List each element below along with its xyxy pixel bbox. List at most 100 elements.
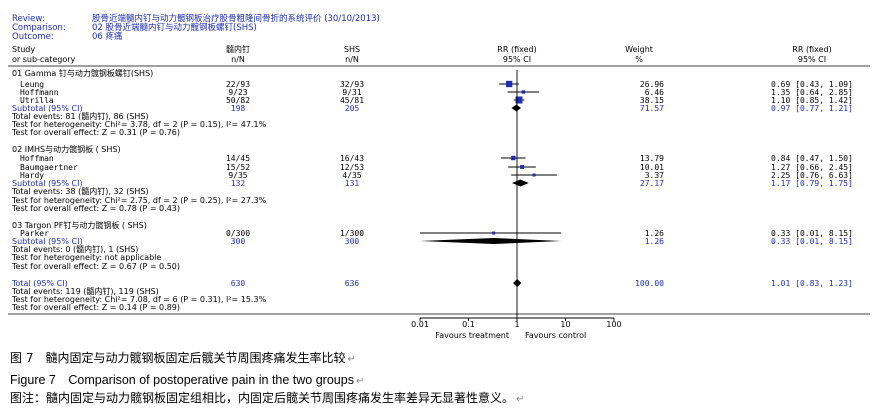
- study-weight: 10.01: [640, 163, 664, 172]
- subgroup-heterogeneity-test: Test for heterogeneity: not applicable: [11, 253, 161, 262]
- col-rr-text-subheader: 95% CI: [798, 55, 826, 64]
- study-effect-marker: [515, 96, 523, 104]
- study-name: Parker: [20, 229, 49, 238]
- x-axis-tick-label: 0.01: [411, 320, 429, 329]
- total-rr-ci: 1.01 [0.83, 1.23]: [771, 279, 853, 288]
- study-rr-ci: 1.10 [0.85, 1.42]: [771, 96, 853, 105]
- study-weight: 1.26: [645, 229, 664, 238]
- subgroup-total-events: Total events: 38 (髓内钉), 32 (SHS): [11, 186, 149, 196]
- figure-caption-zh: 图 7 髓内固定与动力髋钢板固定后髋关节周围疼痛发生率比较 ↵: [10, 351, 356, 365]
- x-axis-tick-label: 10: [560, 320, 570, 329]
- subgroup-title: 02 IMHS与动力髋钢板 ( SHS): [12, 144, 121, 154]
- study-group1-value: 0/300: [226, 229, 250, 238]
- study-group1-value: 15/52: [226, 163, 250, 172]
- subgroup-title: 03 Targon PF钉与动力髋钢板 ( SHS): [12, 220, 147, 230]
- subgroup-overall-effect-test: Test for overall effect: Z = 0.31 (P = 0…: [11, 128, 180, 137]
- study-weight: 6.46: [645, 88, 664, 97]
- study-group1-value: 22/93: [226, 80, 250, 89]
- subtotal-weight: 71.57: [640, 104, 664, 113]
- subtotal-label: Subtotal (95% CI): [12, 179, 83, 188]
- header-review-value: 股骨近端髓内钉与动力髋钢板治疗股骨粗隆间骨折的系统评价 (30/10/2013): [92, 13, 380, 24]
- header-comparison-value: 02 股骨近端髓内钉与动力髋钢板螺钉(SHS): [92, 22, 257, 33]
- total-events: Total events: 119 (髓内钉), 119 (SHS): [11, 286, 159, 296]
- study-weight: 38.15: [640, 96, 664, 105]
- header-comparison-label: Comparison:: [12, 23, 66, 33]
- study-group2-value: 45/81: [340, 96, 364, 105]
- x-axis-tick-label: 100: [606, 320, 621, 329]
- study-weight: 13.79: [640, 154, 664, 163]
- study-group2-value: 1/300: [340, 229, 364, 238]
- study-effect-marker: [492, 231, 496, 235]
- col-group2-header: SHS: [344, 45, 360, 54]
- col-group1-header: 髓内钉: [226, 44, 250, 54]
- study-group2-value: 32/93: [340, 80, 364, 89]
- study-group1-value: 14/45: [226, 154, 250, 163]
- total-group1-n: 630: [231, 279, 246, 288]
- total-group2-n: 636: [345, 279, 360, 288]
- study-name: Utrilla: [20, 96, 54, 105]
- subtotal-label: Subtotal (95% CI): [12, 237, 83, 246]
- study-effect-marker: [520, 165, 524, 169]
- study-name: Hoffmann: [20, 88, 59, 97]
- total-heterogeneity-test: Test for heterogeneity: Chi²= 7.08, df =…: [11, 295, 267, 304]
- study-group2-value: 9/31: [342, 88, 361, 97]
- subtotal-group2-n: 300: [345, 237, 360, 246]
- x-axis-tick-label: 0.1: [462, 320, 475, 329]
- study-group1-value: 9/23: [228, 88, 247, 97]
- subtotal-diamond: [511, 104, 522, 112]
- col-rr-plot-subheader: 95% CI: [503, 55, 531, 64]
- subtotal-rr-ci: 0.33 [0.01, 8.15]: [771, 237, 853, 246]
- study-name: Baumgaertner: [20, 163, 78, 172]
- subtotal-rr-ci: 0.97 [0.77, 1.21]: [771, 104, 853, 113]
- study-weight: 3.37: [645, 171, 664, 180]
- subtotal-group2-n: 205: [345, 104, 360, 113]
- col-group2-subheader: n/N: [345, 55, 359, 64]
- subtotal-group1-n: 132: [231, 179, 246, 188]
- subgroup-title: 01 Gamma 钉与动力髋钢板螺钉(SHS): [12, 68, 153, 78]
- favours-left-label: Favours treatment: [435, 331, 509, 340]
- study-rr-ci: 1.35 [0.64, 2.85]: [771, 88, 853, 97]
- study-rr-ci: 0.84 [0.47, 1.50]: [771, 154, 853, 163]
- subgroup-total-events: Total events: 81 (髓内钉), 86 (SHS): [11, 111, 149, 121]
- subgroup-total-events: Total events: 0 (髓内钉), 1 (SHS): [11, 244, 138, 254]
- subtotal-weight: 1.26: [645, 237, 664, 246]
- subgroup-heterogeneity-test: Test for heterogeneity: Chi²= 3.78, df =…: [11, 120, 267, 129]
- col-weight-subheader: %: [635, 55, 643, 64]
- header-review-label: Review:: [12, 14, 45, 24]
- figure-caption-en: Figure 7 Comparison of postoperative pai…: [10, 373, 365, 387]
- header-outcome-value: 06 疼痛: [92, 31, 123, 42]
- study-effect-marker: [532, 173, 536, 177]
- forest-plot: Review: 股骨近端髓内钉与动力髋钢板治疗股骨粗隆间骨折的系统评价 (30/1…: [8, 13, 870, 340]
- subgroup-overall-effect-test: Test for overall effect: Z = 0.78 (P = 0…: [11, 204, 180, 213]
- col-rr-text-header: RR (fixed): [792, 45, 831, 54]
- col-study-subheader: or sub-category: [12, 55, 76, 64]
- study-group1-value: 50/82: [226, 96, 250, 105]
- subtotal-rr-ci: 1.17 [0.79, 1.75]: [771, 179, 853, 188]
- subtotal-diamond: [420, 238, 562, 244]
- study-rr-ci: 2.25 [0.76, 6.63]: [771, 171, 853, 180]
- study-group2-value: 4/35: [342, 171, 361, 180]
- subtotal-label: Subtotal (95% CI): [12, 104, 83, 113]
- col-study-header: Study: [12, 45, 35, 54]
- study-rr-ci: 0.33 [0.01, 8.15]: [771, 229, 853, 238]
- study-rr-ci: 0.69 [0.43, 1.09]: [771, 80, 853, 89]
- total-weight: 100.00: [635, 279, 664, 288]
- subgroup-overall-effect-test: Test for overall effect: Z = 0.67 (P = 0…: [11, 262, 180, 271]
- study-name: Leung: [20, 80, 44, 89]
- figure-note-zh: 图注：髓内固定与动力髋钢板固定组相比，内固定后髋关节周围疼痛发生率差异无显著性意…: [10, 391, 525, 405]
- col-weight-header: Weight: [625, 45, 653, 54]
- subtotal-weight: 27.17: [640, 179, 664, 188]
- favours-right-label: Favours control: [525, 331, 586, 340]
- header-outcome-label: Outcome:: [12, 32, 54, 42]
- total-overall-effect-test: Test for overall effect: Z = 0.14 (P = 0…: [11, 303, 180, 312]
- study-effect-marker: [521, 90, 526, 94]
- study-name: Hardy: [20, 171, 44, 180]
- study-effect-marker: [506, 80, 513, 88]
- study-group2-value: 16/43: [340, 154, 364, 163]
- study-name: Hoffman: [20, 154, 54, 163]
- total-label: Total (95% CI): [11, 279, 68, 288]
- subgroup-heterogeneity-test: Test for heterogeneity: Chi²= 2.75, df =…: [11, 196, 267, 205]
- subtotal-group1-n: 300: [231, 237, 246, 246]
- x-axis-tick-label: 1: [514, 320, 519, 329]
- study-weight: 26.96: [640, 80, 664, 89]
